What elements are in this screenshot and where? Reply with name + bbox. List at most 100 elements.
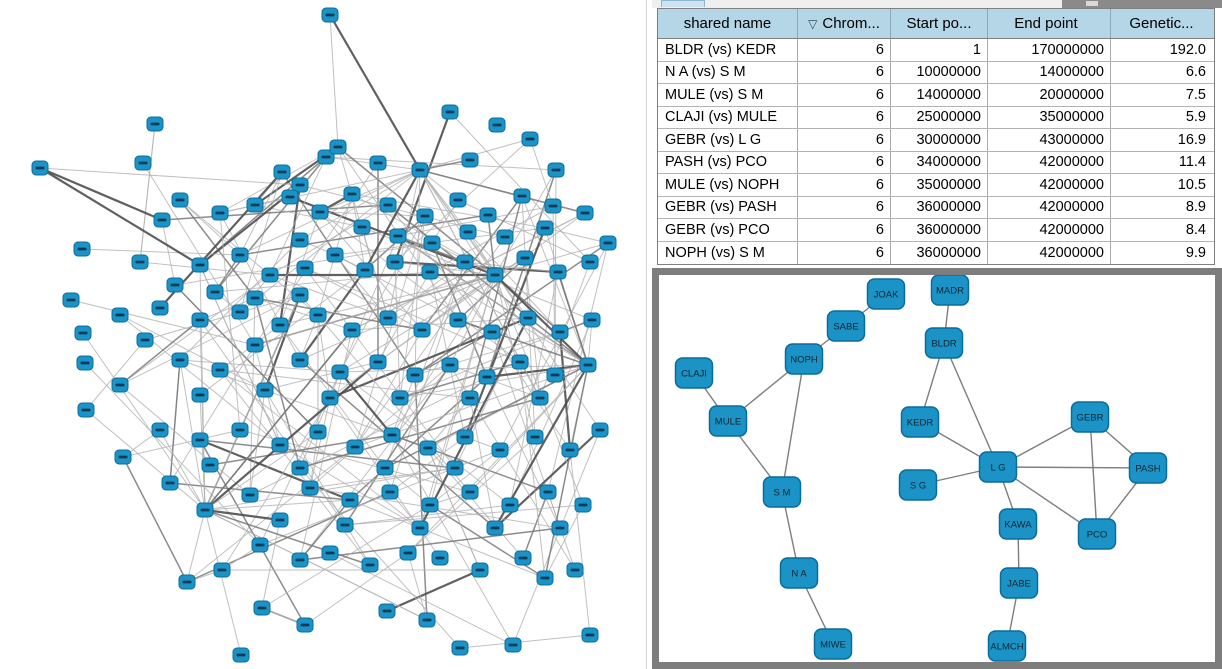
table-cell[interactable]: 30000000 [891, 129, 988, 151]
network-node[interactable] [326, 247, 344, 263]
network-node[interactable] [479, 207, 497, 223]
network-node[interactable] [486, 267, 504, 283]
table-cell[interactable]: 6 [798, 39, 891, 61]
network-node[interactable] [331, 364, 349, 380]
network-node[interactable] [446, 460, 464, 476]
node-noph[interactable]: NOPH [784, 343, 824, 375]
network-node[interactable] [291, 552, 309, 568]
table-cell[interactable]: PASH (vs) PCO [658, 151, 798, 173]
table-cell[interactable]: 6 [798, 151, 891, 173]
table-cell[interactable]: 6.6 [1185, 64, 1206, 81]
network-node[interactable] [232, 647, 250, 663]
network-node[interactable] [171, 352, 189, 368]
table-cell[interactable]: 6 [798, 84, 891, 106]
table-row[interactable]: N A (vs) S M 6 10000000 14000000 6.6 [658, 61, 1214, 84]
network-node[interactable] [309, 307, 327, 323]
network-node[interactable] [206, 284, 224, 300]
network-node[interactable] [421, 497, 439, 513]
network-node[interactable] [369, 155, 387, 171]
network-node[interactable] [62, 292, 80, 308]
node-madr[interactable]: MADR [930, 274, 970, 306]
panel-tab-stub[interactable] [661, 0, 705, 7]
node-joak[interactable]: JOAK [866, 278, 906, 310]
network-node[interactable] [301, 480, 319, 496]
table-row[interactable]: MULE (vs) NOPH 6 35000000 42000000 10.5 [658, 174, 1214, 197]
network-node[interactable] [504, 637, 522, 653]
network-node[interactable] [341, 492, 359, 508]
network-node[interactable] [171, 192, 189, 208]
network-node[interactable] [511, 354, 529, 370]
network-node[interactable] [496, 229, 514, 245]
network-node[interactable] [131, 254, 149, 270]
network-node[interactable] [321, 7, 339, 23]
network-node[interactable] [191, 257, 209, 273]
network-node[interactable] [321, 390, 339, 406]
network-node[interactable] [416, 208, 434, 224]
network-node[interactable] [459, 224, 477, 240]
network-node[interactable] [449, 312, 467, 328]
network-node[interactable] [321, 545, 339, 561]
table-cell[interactable]: 25000000 [891, 106, 988, 128]
table-cell[interactable]: 10000000 [891, 61, 988, 83]
network-node[interactable] [418, 612, 436, 628]
table-cell[interactable]: 20000000 [988, 84, 1111, 106]
table-cell[interactable]: 42000000 [988, 241, 1111, 264]
network-node[interactable] [153, 212, 171, 228]
network-node[interactable] [386, 254, 404, 270]
node-pco[interactable]: PCO [1077, 518, 1117, 550]
network-node[interactable] [379, 197, 397, 213]
network-node[interactable] [291, 287, 309, 303]
column-header-genetic-distance[interactable]: Genetic... [1111, 9, 1212, 38]
table-row[interactable]: MULE (vs) S M 6 14000000 20000000 7.5 [658, 84, 1214, 107]
network-node[interactable] [376, 460, 394, 476]
network-node[interactable] [161, 475, 179, 491]
network-node[interactable] [378, 603, 396, 619]
table-cell[interactable]: CLAJI (vs) MULE [658, 106, 798, 128]
network-node[interactable] [241, 487, 259, 503]
network-node[interactable] [343, 322, 361, 338]
network-node[interactable] [549, 264, 567, 280]
network-node[interactable] [471, 562, 489, 578]
node-gebr[interactable]: GEBR [1070, 401, 1110, 433]
network-edge[interactable] [1089, 416, 1098, 535]
network-node[interactable] [261, 267, 279, 283]
network-node[interactable] [271, 317, 289, 333]
node-bldr[interactable]: BLDR [924, 327, 964, 359]
table-cell[interactable]: 43000000 [988, 129, 1111, 151]
table-row[interactable]: GEBR (vs) PCO 6 36000000 42000000 8.4 [658, 219, 1214, 242]
network-node[interactable] [231, 422, 249, 438]
node-mule[interactable]: MULE [708, 405, 748, 437]
network-edge[interactable] [781, 358, 805, 493]
network-node[interactable] [356, 262, 374, 278]
network-node[interactable] [441, 104, 459, 120]
table-cell[interactable]: 8.9 [1185, 199, 1206, 216]
horizontal-scrollbar[interactable] [1062, 0, 1222, 8]
network-node[interactable] [521, 131, 539, 147]
network-node[interactable] [539, 484, 557, 500]
table-cell[interactable]: 6 [798, 219, 891, 241]
network-node[interactable] [566, 562, 584, 578]
network-node[interactable] [547, 162, 565, 178]
network-node[interactable] [423, 235, 441, 251]
network-node[interactable] [146, 116, 164, 132]
table-cell[interactable]: 6 [798, 174, 891, 196]
network-node[interactable] [291, 460, 309, 476]
network-node[interactable] [411, 520, 429, 536]
column-header-start-position[interactable]: Start po... [891, 9, 988, 38]
table-cell[interactable]: 6 [798, 61, 891, 83]
network-node[interactable] [449, 192, 467, 208]
table-cell[interactable]: 192.0 [1169, 41, 1206, 58]
network-node[interactable] [196, 502, 214, 518]
network-node[interactable] [191, 432, 209, 448]
table-cell[interactable]: 42000000 [988, 219, 1111, 241]
table-cell[interactable]: 6 [798, 129, 891, 151]
node-n-a[interactable]: N A [779, 557, 819, 589]
network-node[interactable] [246, 337, 264, 353]
table-row[interactable]: GEBR (vs) L G 6 30000000 43000000 16.9 [658, 129, 1214, 152]
network-node[interactable] [501, 497, 519, 513]
network-node[interactable] [346, 439, 364, 455]
network-node[interactable] [291, 352, 309, 368]
table-cell[interactable]: 42000000 [988, 151, 1111, 173]
network-node[interactable] [483, 324, 501, 340]
table-cell[interactable]: 8.4 [1185, 221, 1206, 238]
